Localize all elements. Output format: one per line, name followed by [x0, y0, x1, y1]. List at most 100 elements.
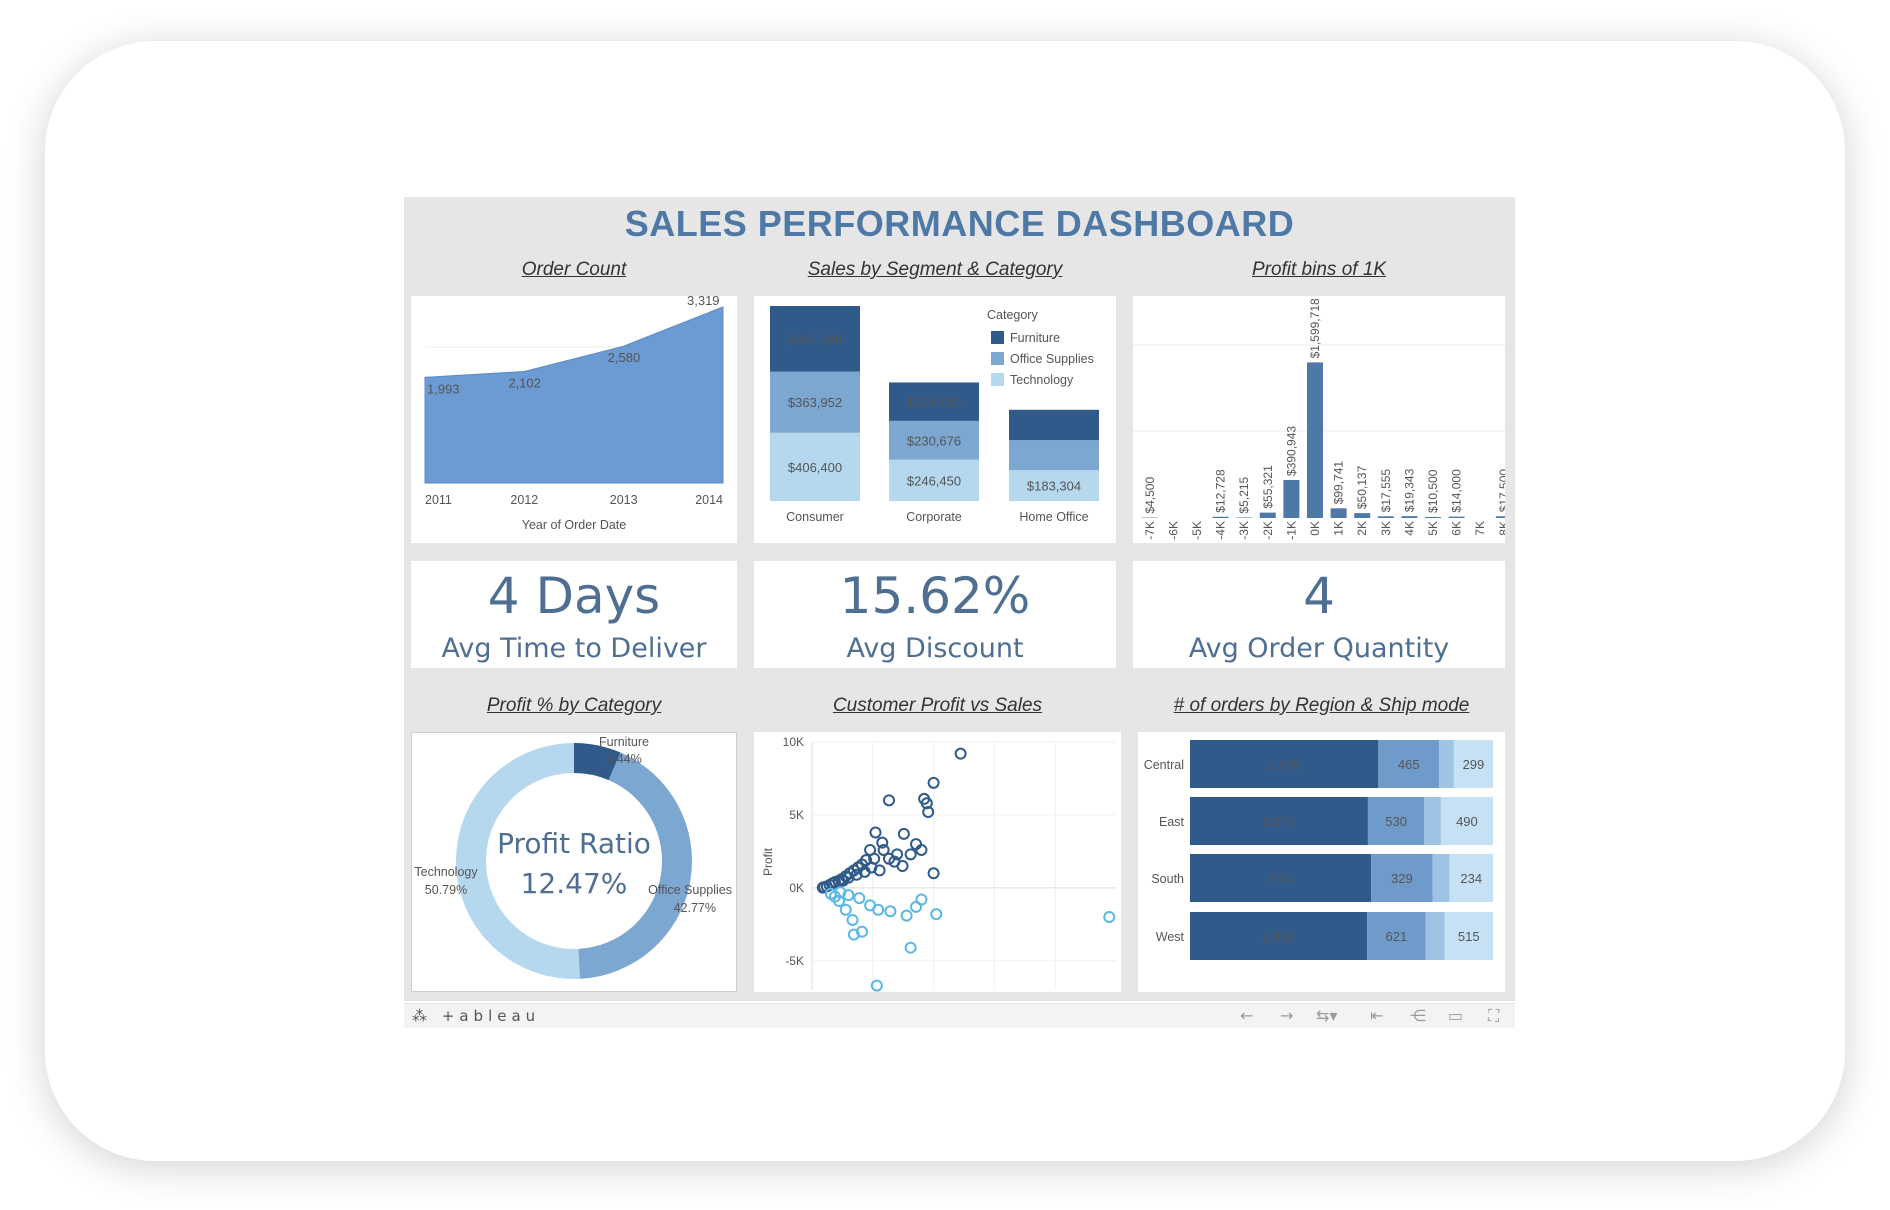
region-bar-central-s1 [1190, 740, 1379, 788]
tableau-dashboard: SALES PERFORMANCE DASHBOARD Order Count … [404, 197, 1515, 1001]
x-tick--3K: -3K [1237, 521, 1251, 540]
bin-bar-8K [1495, 516, 1505, 518]
x-tick--6K: -6K [1166, 521, 1180, 540]
scatter-point-positive-9 [927, 867, 940, 880]
bar-home-office-technology [1009, 470, 1099, 501]
region-bar-south-s2 [1371, 854, 1433, 902]
bar-label: $246,450 [907, 473, 961, 488]
order-count-title: Order Count [521, 259, 627, 280]
region-label-central-s4: 299 [1463, 757, 1485, 772]
legend-swatch-furniture [991, 331, 1004, 344]
bin-label-2K: $50,137 [1355, 465, 1369, 509]
bin-label--7K: $4,500 [1143, 477, 1157, 514]
region-bar-west-s3 [1425, 912, 1445, 960]
tableau-logo-text: +ableau [441, 1007, 541, 1025]
bin-bar--3K [1236, 517, 1253, 518]
share-icon[interactable]: ⋲ [1410, 1006, 1426, 1025]
profit-category-chart[interactable]: Profit Ratio 12.47% Furniture 6.44% Office S… [411, 732, 737, 992]
x-tick--5K: -5K [1190, 521, 1204, 540]
bar-label: $406,400 [788, 460, 842, 475]
bar-corporate-furniture [889, 382, 979, 421]
slice-label-office-supplies: 42.77% [674, 901, 716, 915]
scatter-point-positive-5 [922, 806, 935, 819]
region-label-south-s2: 329 [1391, 871, 1413, 886]
scatter-point-negative-3 [930, 908, 943, 921]
y-tick-5K: 5K [789, 808, 804, 822]
scatter-point-positive-2 [883, 794, 896, 807]
bar-label: $230,676 [907, 433, 961, 448]
scatter-point-positive-10 [904, 848, 917, 861]
bin-bar-6K [1448, 516, 1465, 518]
slice-office-supplies [578, 752, 692, 979]
bin-label-1K: $99,741 [1332, 461, 1346, 505]
region-label-central-s2: 465 [1398, 757, 1420, 772]
order-count-chart[interactable]: 1,993 2,102 2,580 3,319 2011 2012 2013 2014 Year… [411, 296, 737, 543]
x-tick-5K: 5K [1426, 521, 1440, 536]
bar-home-office-office-supplies [1009, 440, 1099, 471]
bin-label-3K: $17,555 [1379, 469, 1393, 513]
region-bar-west-s2 [1367, 912, 1426, 960]
scatter-point-negative-18 [842, 889, 855, 902]
sales-segment-chart[interactable]: $406,400 $363,952 $391,049 Consumer $246,450… [754, 296, 1116, 543]
y-tick--5K: -5K [785, 954, 804, 968]
customer-profit-title: Customer Profit vs Sales [832, 695, 1043, 716]
scatter-point-positive-12 [876, 836, 889, 849]
bar-corporate-office-supplies [889, 420, 979, 460]
x-tick-consumer: Consumer [786, 510, 844, 524]
bin-bar-1K [1330, 508, 1347, 518]
x-axis-label: Year of Order Date [522, 518, 627, 532]
bin-bar-4K [1401, 516, 1418, 518]
scatter-point-positive-4 [920, 797, 933, 810]
customer-profit-chart[interactable]: 10K 5K 0K -5K Profit [754, 732, 1121, 992]
kpi-delivery: 4 Days Avg Time to Deliver [411, 561, 737, 668]
x-tick-2012: 2012 [510, 493, 538, 507]
slice-name-furniture: Furniture [599, 735, 649, 749]
y-tick-0K: 0K [789, 881, 804, 895]
comment-icon[interactable]: ▭ [1448, 1006, 1464, 1025]
revert-icon[interactable]: ⇆▾ [1316, 1006, 1338, 1025]
bin-label--3K: $5,215 [1237, 476, 1251, 513]
scatter-point-negative-9 [846, 913, 859, 926]
bar-label: $229,020 [907, 395, 961, 410]
scatter-point-positive-1 [927, 776, 940, 789]
legend-item-office-supplies: Office Supplies [1010, 352, 1094, 366]
bin-bar--2K [1259, 512, 1276, 518]
profit-bins-chart[interactable]: $4,500 -7K -6K -5K $12,728 -4K $5,215 -3K $55,32… [1133, 296, 1505, 543]
scatter-point-negative-1 [870, 979, 883, 992]
fullscreen-icon[interactable]: ⛶ [1488, 1006, 1500, 1025]
x-tick-1K: 1K [1332, 521, 1346, 536]
bar-home-office-furniture [1009, 409, 1099, 441]
scatter-point-negative-2 [904, 941, 917, 954]
y-tick-west: West [1156, 930, 1185, 944]
undo-icon[interactable]: ← [1240, 1006, 1254, 1025]
bin-bar--1K [1283, 479, 1300, 518]
bin-label--2K: $55,321 [1261, 465, 1275, 509]
x-tick-2014: 2014 [695, 493, 723, 507]
region-bar-south-s4 [1449, 854, 1493, 902]
x-tick-4K: 4K [1402, 521, 1416, 536]
scatter-point-negative-10 [839, 903, 852, 916]
reset-icon[interactable]: ⇤ [1370, 1006, 1384, 1025]
slice-label-technology: 50.79% [425, 883, 467, 897]
x-tick-corporate: Corporate [906, 510, 962, 524]
region-bar-east-s2 [1367, 797, 1425, 845]
y-tick-south: South [1151, 872, 1184, 886]
scatter-point-negative-0 [1103, 911, 1116, 924]
orders-region-chart[interactable]: 1,439 465 299 Central 1,673 530 490 East 974 329 2… [1138, 732, 1505, 992]
bin-bar-5K [1425, 516, 1441, 518]
bin-label--1K: $390,943 [1284, 426, 1298, 476]
region-bar-central-s4 [1453, 740, 1493, 788]
bar-label: $363,952 [788, 395, 842, 410]
legend-swatch-office-supplies [991, 352, 1004, 365]
redo-icon[interactable]: → [1280, 1006, 1294, 1025]
x-tick-home-office: Home Office [1019, 510, 1088, 524]
kpi-discount-value: 15.62% [839, 567, 1031, 625]
region-bar-east-s1 [1190, 797, 1368, 845]
kpi-quantity-label: Avg Order Quantity [1188, 633, 1450, 664]
dashboard-title: SALES PERFORMANCE DASHBOARD [624, 203, 1295, 244]
bar-consumer-furniture [770, 306, 860, 372]
x-tick-6K: 6K [1450, 521, 1464, 536]
y-tick-east: East [1159, 815, 1185, 829]
region-bar-west-s1 [1190, 912, 1368, 960]
sales-segment-title: Sales by Segment & Category [807, 259, 1063, 280]
